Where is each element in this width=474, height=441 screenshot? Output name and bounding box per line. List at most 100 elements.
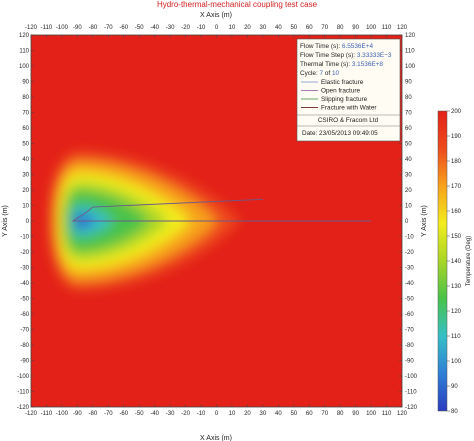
x-tick-label-bottom: 30: [260, 411, 267, 417]
x-tick-label-bottom: 100: [366, 411, 377, 417]
y-tick-label-left: -100: [17, 374, 30, 380]
y-ticks-right: 1201101009080706050403020100-10-20-30-40…: [399, 33, 418, 411]
x-tick-label-bottom: 0: [215, 411, 219, 417]
x-tick-label-bottom: -90: [73, 411, 82, 417]
x-tick-label-bottom: 40: [275, 411, 282, 417]
y-tick-label-left: 70: [22, 111, 29, 117]
x-tick-label-top: -10: [197, 25, 206, 31]
x-tick-label-bottom: 10: [229, 411, 236, 417]
x-tick-label-bottom: 50: [290, 411, 297, 417]
y-tick-label-right: -120: [405, 405, 418, 411]
y-tick-label-left: -10: [20, 235, 29, 241]
x-tick-label-top: -70: [104, 25, 113, 31]
x-tick-label-top: -20: [181, 25, 190, 31]
x-tick-label-bottom: -30: [166, 411, 175, 417]
x-tick-label-bottom: -50: [135, 411, 144, 417]
colorbar-tick-label: 80: [451, 409, 458, 415]
x-tick-label-top: 70: [321, 25, 328, 31]
y-tick-label-left: 80: [22, 95, 29, 101]
legend-box: Flow Time (s): 6.5536E+4 Flow Time Step …: [296, 38, 401, 142]
y-tick-label-left: 20: [22, 188, 29, 194]
y-tick-label-right: -100: [405, 374, 418, 380]
y-tick-label-right: 20: [405, 188, 412, 194]
y-tick-label-right: 110: [405, 49, 415, 55]
flow-time-text: Flow Time (s): 6.5536E+4: [300, 43, 373, 50]
y-tick-label-right: 0: [405, 219, 409, 225]
y-tick-label-left: -50: [20, 297, 29, 303]
y-tick-label-left: 110: [19, 49, 29, 55]
legend-entry-label: Elastic fracture: [321, 79, 364, 86]
x-tick-label-bottom: 120: [397, 411, 408, 417]
x-tick-label-top: -50: [135, 25, 144, 31]
colorbar-tick-label: 110: [451, 334, 461, 340]
colorbar-tick-label: 90: [451, 384, 458, 390]
y-tick-label-right: -50: [405, 297, 414, 303]
y-axis-label-right: Y Axis (m): [421, 205, 428, 237]
colorbar-tick-label: 150: [451, 234, 462, 240]
y-tick-label-right: -110: [405, 390, 417, 396]
y-tick-label-left: -110: [17, 390, 29, 396]
x-tick-label-top: 10: [229, 25, 236, 31]
colorbar-tick-label: 100: [451, 359, 462, 365]
y-tick-label-left: -40: [20, 281, 29, 287]
x-tick-label-top: 50: [290, 25, 297, 31]
chart-title: Hydro-thermal-mechanical coupling test c…: [157, 0, 318, 9]
y-tick-label-right: 10: [405, 204, 412, 210]
y-tick-label-left: -90: [20, 359, 29, 365]
y-tick-label-right: -70: [405, 328, 414, 334]
y-tick-label-left: 50: [22, 142, 29, 148]
colorbar-ticks: 200 190 180 170 160 150 140 130 120 110 100 90 80: [447, 109, 462, 415]
colorbar-tick-label: 140: [451, 259, 462, 265]
y-tick-label-right: 90: [405, 80, 412, 86]
x-tick-label-bottom: 80: [337, 411, 344, 417]
x-tick-label-bottom: -110: [41, 411, 53, 417]
x-tick-label-top: 110: [382, 25, 392, 31]
x-ticks-bottom: -120 -110 -100 -90 -80 -70 -60 -50 -40 -30 -20 -10 0…: [25, 404, 408, 417]
y-tick-label-left: -120: [17, 405, 30, 411]
y-tick-label-right: -90: [405, 359, 414, 365]
colorbar-tick-label: 120: [451, 309, 462, 315]
flow-time-step-text: Flow Time Step (s): 3.33333E−3: [300, 52, 392, 59]
y-tick-label-right: 120: [405, 33, 416, 39]
x-tick-label-bottom: -10: [197, 411, 206, 417]
colorbar: [437, 110, 448, 412]
x-tick-label-top: -60: [119, 25, 128, 31]
colorbar-tick-label: 170: [451, 184, 462, 190]
x-tick-label-bottom: 20: [244, 411, 251, 417]
y-tick-label-left: 10: [22, 204, 29, 210]
colorbar-tick-label: 190: [451, 134, 462, 140]
x-tick-label-top: 60: [306, 25, 313, 31]
legend-entry-label: Fracture with Water: [321, 105, 377, 112]
colorbar-tick-label: 160: [451, 209, 462, 215]
y-tick-label-left: -20: [20, 250, 29, 256]
colorbar-tick-label: 130: [451, 284, 462, 290]
x-tick-label-top: 120: [397, 25, 408, 31]
y-tick-label-left: -70: [20, 328, 29, 334]
x-axis-label-top: X Axis (m): [200, 12, 232, 19]
date-text: Date: 23/05/2013 09:49:05: [302, 130, 378, 137]
x-tick-label-bottom: -120: [25, 411, 38, 417]
x-tick-label-bottom: 90: [352, 411, 359, 417]
y-tick-label-left: -30: [20, 266, 29, 272]
x-tick-label-top: 80: [337, 25, 344, 31]
y-tick-label-right: 80: [405, 95, 412, 101]
x-tick-label-top: 30: [260, 25, 267, 31]
x-tick-label-top: -110: [41, 25, 53, 31]
x-tick-label-bottom: -40: [150, 411, 159, 417]
legend-entry-label: Open fracture: [321, 88, 361, 95]
x-tick-label-top: 100: [366, 25, 377, 31]
y-ticks-left: 1201101009080706050403020100-10-20-30-40…: [17, 33, 34, 411]
y-tick-label-left: 40: [22, 157, 29, 163]
x-tick-label-top: -40: [150, 25, 159, 31]
y-tick-label-right: -80: [405, 343, 414, 349]
y-tick-label-right: 50: [405, 142, 412, 148]
colorbar-label: Temperature (Deg): [466, 236, 472, 286]
x-tick-label-top: -80: [88, 25, 97, 31]
x-tick-label-top: 0: [215, 25, 219, 31]
x-tick-label-top: -120: [25, 25, 38, 31]
y-tick-label-right: -10: [405, 235, 414, 241]
x-tick-label-bottom: -100: [56, 411, 69, 417]
x-tick-label-top: 20: [244, 25, 251, 31]
